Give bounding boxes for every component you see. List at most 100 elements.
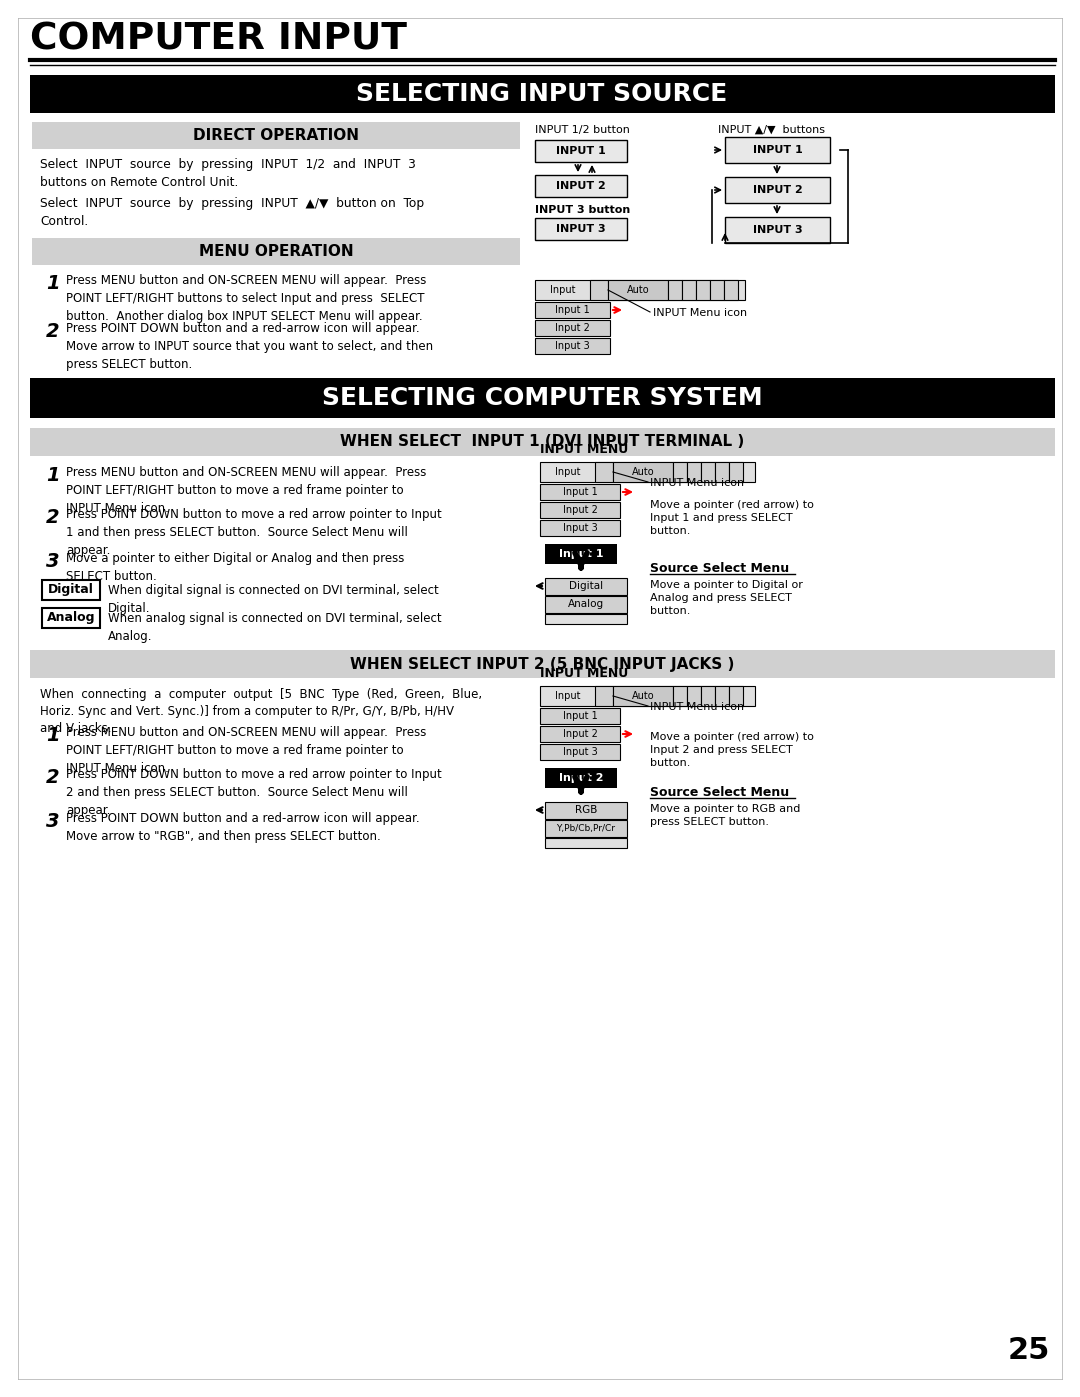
Text: Input 1: Input 1 [558,549,604,559]
Bar [681,279,696,300]
Bar [545,802,627,819]
Text: Input 1: Input 1 [563,711,597,721]
Text: 2: 2 [46,321,59,341]
Text: Press POINT DOWN button and a red-arrow icon will appear.
Move arrow to INPUT so: Press POINT DOWN button and a red-arrow … [66,321,433,372]
Bar [725,177,831,203]
Text: Auto: Auto [632,467,654,476]
Bar [30,427,1055,455]
Text: When analog signal is connected on DVI terminal, select
Analog.: When analog signal is connected on DVI t… [108,612,442,643]
Text: INPUT MENU: INPUT MENU [540,666,629,680]
Bar [710,279,724,300]
Bar [595,686,613,705]
Bar [535,175,627,197]
Bar [535,279,745,300]
Text: Select  INPUT  source  by  pressing  INPUT  1/2  and  INPUT  3
buttons on Remote: Select INPUT source by pressing INPUT 1/… [40,158,416,189]
Bar [540,520,620,536]
Text: Input 2: Input 2 [563,729,597,739]
Text: Input: Input [555,692,581,701]
Text: Input 3: Input 3 [555,341,590,351]
Bar [540,726,620,742]
Bar [687,686,701,705]
Text: Source Select Menu: Source Select Menu [650,787,789,799]
Text: 1: 1 [46,726,59,745]
Bar [590,279,608,300]
Bar [715,686,729,705]
Bar [673,686,687,705]
Bar [535,218,627,240]
Text: INPUT ▲/▼  buttons: INPUT ▲/▼ buttons [718,124,825,136]
Bar [545,615,627,624]
Bar [32,122,519,149]
Text: Move a pointer (red arrow) to
Input 2 and press SELECT
button.: Move a pointer (red arrow) to Input 2 an… [650,732,814,768]
Bar [535,302,610,319]
Bar [545,543,617,564]
Bar [540,708,620,724]
Text: WHEN SELECT INPUT 2 (5 BNC INPUT JACKS ): WHEN SELECT INPUT 2 (5 BNC INPUT JACKS ) [350,657,734,672]
Text: MENU OPERATION: MENU OPERATION [199,243,353,258]
Text: INPUT 3 button: INPUT 3 button [535,205,631,215]
Bar [540,462,755,482]
Text: INPUT 3: INPUT 3 [753,225,802,235]
Bar [540,502,620,518]
Text: Analog: Analog [568,599,604,609]
Text: Press POINT DOWN button to move a red arrow pointer to Input
2 and then press SE: Press POINT DOWN button to move a red ar… [66,768,442,817]
Bar [545,578,627,595]
Text: 2: 2 [46,768,59,787]
Text: INPUT 1: INPUT 1 [753,145,802,155]
Bar [687,462,701,482]
Bar [724,279,738,300]
Text: Input 2: Input 2 [563,504,597,515]
Text: Y,Pb/Cb,Pr/Cr: Y,Pb/Cb,Pr/Cr [556,823,616,833]
Text: WHEN SELECT  INPUT 1 (DVI INPUT TERMINAL ): WHEN SELECT INPUT 1 (DVI INPUT TERMINAL … [340,434,744,450]
Text: Digital: Digital [569,581,603,591]
Bar [535,338,610,353]
Bar [673,462,687,482]
Text: INPUT 2: INPUT 2 [556,182,606,191]
Text: Press POINT DOWN button to move a red arrow pointer to Input
1 and then press SE: Press POINT DOWN button to move a red ar… [66,509,442,557]
Bar [701,462,715,482]
Text: Auto: Auto [626,285,649,295]
Text: Auto: Auto [632,692,654,701]
Text: Input 3: Input 3 [563,747,597,757]
Text: SELECTING COMPUTER SYSTEM: SELECTING COMPUTER SYSTEM [322,386,762,409]
Bar [545,838,627,848]
Text: Select  INPUT  source  by  pressing  INPUT  ▲/▼  button on  Top
Control.: Select INPUT source by pressing INPUT ▲/… [40,197,424,228]
Bar [535,320,610,337]
Bar [595,462,613,482]
Bar [535,140,627,162]
Bar [725,137,831,163]
Text: Press POINT DOWN button and a red-arrow icon will appear.
Move arrow to "RGB", a: Press POINT DOWN button and a red-arrow … [66,812,420,842]
Bar [545,597,627,613]
Text: DIRECT OPERATION: DIRECT OPERATION [193,127,359,142]
Bar [669,279,681,300]
Text: Press MENU button and ON-SCREEN MENU will appear.  Press
POINT LEFT/RIGHT button: Press MENU button and ON-SCREEN MENU wil… [66,726,427,775]
Bar [613,686,673,705]
Text: INPUT 2: INPUT 2 [753,184,802,196]
Bar [729,686,743,705]
Text: Input 1: Input 1 [555,305,590,314]
Text: INPUT 3: INPUT 3 [556,224,606,235]
Bar [545,768,617,788]
Text: 1: 1 [46,467,59,485]
Bar [42,580,100,599]
Bar [696,279,710,300]
Bar [608,279,669,300]
Text: INPUT 1: INPUT 1 [556,147,606,156]
Text: 3: 3 [46,812,59,831]
Text: Move a pointer to Digital or
Analog and press SELECT
button.: Move a pointer to Digital or Analog and … [650,580,802,616]
Text: INPUT Menu icon: INPUT Menu icon [653,307,747,319]
Text: When  connecting  a  computer  output  [5  BNC  Type  (Red,  Green,  Blue,
Horiz: When connecting a computer output [5 BNC… [40,687,482,735]
Bar [701,686,715,705]
Text: Move a pointer (red arrow) to
Input 1 and press SELECT
button.: Move a pointer (red arrow) to Input 1 an… [650,500,814,536]
Text: Source Select Menu: Source Select Menu [650,562,789,576]
Bar [30,75,1055,113]
Bar [540,483,620,500]
Text: 25: 25 [1008,1336,1050,1365]
Text: Input 2: Input 2 [558,773,604,782]
Bar [725,217,831,243]
Text: INPUT Menu icon: INPUT Menu icon [650,478,744,488]
Bar [715,462,729,482]
Text: INPUT Menu icon: INPUT Menu icon [650,703,744,712]
Text: Analog: Analog [46,612,95,624]
Text: INPUT MENU: INPUT MENU [540,443,629,455]
